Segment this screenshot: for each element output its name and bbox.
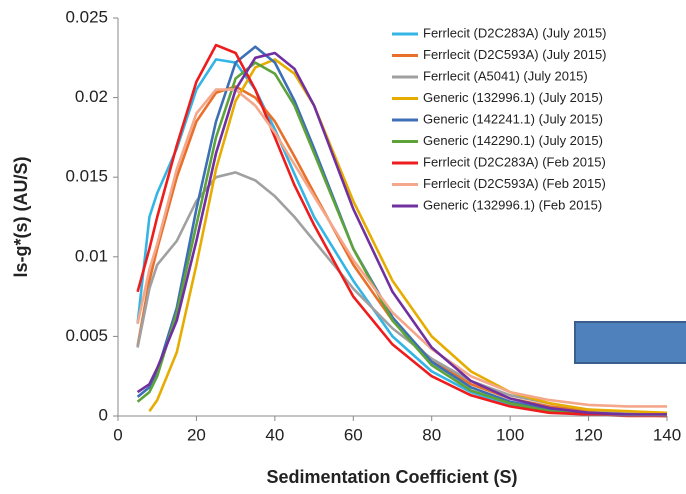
series-line [136, 45, 668, 418]
x-tick-label: 140 [653, 425, 681, 444]
x-axis-title: Sedimentation Coefficient (S) [266, 467, 517, 487]
series-line [136, 88, 667, 408]
y-tick-label: 0.025 [65, 7, 108, 26]
legend-label: Generic (142290.1) (July 2015) [423, 133, 603, 148]
series-line [136, 61, 668, 418]
legend-label: Ferrlecit (D2C283A) (July 2015) [423, 25, 607, 40]
legend-label: Ferrlecit (D2C593A) (July 2015) [423, 47, 607, 62]
x-tick-label: 120 [574, 425, 602, 444]
legend-label: Generic (132996.1) (Feb 2015) [423, 197, 602, 212]
series-line [136, 43, 667, 418]
x-tick-label: 100 [496, 425, 524, 444]
y-tick-label: 0.02 [75, 87, 108, 106]
x-tick-label: 20 [187, 425, 206, 444]
legend-label: Ferrlecit (A5041) (July 2015) [423, 68, 588, 83]
legend-label: Ferrlecit (D2C283A) (Feb 2015) [423, 154, 606, 169]
y-tick-label: 0.01 [75, 246, 108, 265]
y-tick-label: 0.005 [65, 326, 108, 345]
legend-label: Generic (132996.1) (July 2015) [423, 90, 603, 105]
x-tick-label: 0 [113, 425, 122, 444]
legend-label: Generic (142241.1) (July 2015) [423, 111, 603, 126]
y-tick-label: 0.015 [65, 167, 108, 186]
series-line [136, 51, 667, 416]
legend-label: Ferrlecit (D2C593A) (Feb 2015) [423, 176, 606, 191]
overlay-box [574, 321, 686, 364]
x-tick-label: 60 [344, 425, 363, 444]
x-tick-label: 40 [265, 425, 284, 444]
y-tick-label: 0 [99, 405, 108, 424]
x-tick-label: 80 [422, 425, 441, 444]
y-axis-title: ls-g*(s) (AU/S) [11, 156, 31, 277]
